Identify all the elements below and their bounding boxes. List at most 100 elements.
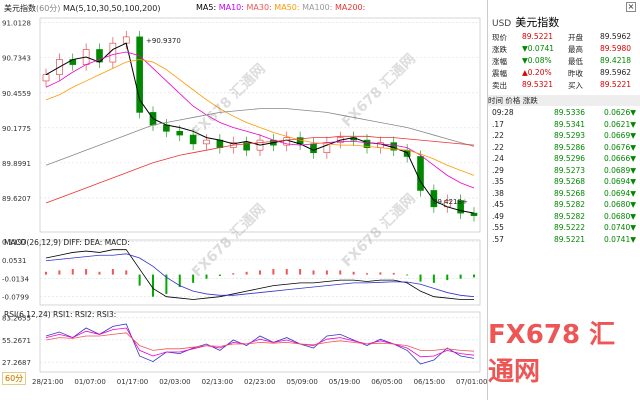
ticks-header: 时间 价格 涨跌	[488, 95, 640, 106]
y-tick-label: 27.2687	[2, 359, 31, 367]
series-line-dea	[45, 253, 475, 298]
tick-cell: .38	[492, 188, 504, 198]
tick-cell: .17	[492, 119, 504, 129]
candle	[457, 200, 464, 214]
tick-cell: 09:28	[492, 108, 514, 117]
x-tick-label: 05/09:00	[286, 378, 317, 386]
tick-cell: 89.5282	[554, 211, 586, 221]
quote-cell: 最低	[568, 57, 583, 66]
quote-row: 涨跌 ▼0.0741 最高 89.5980	[488, 44, 640, 55]
series-line-ma30	[45, 51, 475, 189]
macd-label: MACD(26,12,9) DIFF: DEA: MACD:	[4, 238, 130, 247]
tick-cell: 0.0680▼	[603, 200, 636, 209]
x-tick-label: 02/13:00	[202, 378, 233, 386]
y-tick-label: 90.4559	[2, 90, 31, 98]
x-tick-label: 28/21:00	[32, 378, 63, 386]
brand-logo: FX678 汇通网	[488, 320, 616, 387]
ma-legend-item: MA100:	[302, 3, 335, 12]
y-tick-label: 89.6207	[2, 195, 31, 203]
tick-cell: 89.5222	[554, 223, 586, 232]
tick-cell: 0.0680▼	[603, 211, 636, 221]
tick-cell: 89.5268	[554, 188, 586, 198]
tick-cell: 89.5336	[554, 108, 586, 117]
ma-legend-item: MA5:	[196, 3, 219, 12]
x-tick-label: 07/01:00	[456, 378, 487, 386]
candle	[176, 130, 184, 136]
tick-cell: 0.0626▼	[603, 108, 636, 117]
tick-cell: 89.5341	[554, 119, 586, 129]
quote-cell: ▼0.0741	[522, 44, 555, 53]
quote-cell: 89.5321	[522, 80, 554, 89]
x-tick-label: 01/07:00	[74, 378, 105, 386]
quote-cell: 震幅	[492, 69, 507, 78]
ma-legend-item: MA30:	[246, 3, 275, 12]
quote-cell: ▲0.20%	[522, 68, 552, 77]
chart-title: 美元指数(60分) MA(5,10,30,50,100,200)	[4, 4, 161, 13]
high-marker: +90.9370	[146, 37, 181, 45]
ma-legend-item: MA50:	[274, 3, 303, 12]
y-tick-label: 83.2655	[2, 314, 31, 322]
quote-cell: 现价	[492, 33, 507, 42]
ma-legend-item: MA200:	[334, 3, 366, 12]
tick-row: .49 89.5282 0.0680▼	[488, 212, 640, 223]
candle	[163, 124, 170, 132]
quote-panel: × USD 美元指数 现价 89.5221 开盘 89.5962 涨跌 ▼0.0741 最高 8…	[488, 0, 640, 400]
series-line-rsi1	[45, 323, 475, 365]
tick-cell: .22	[492, 142, 504, 152]
tick-cell: 0.0676▼	[603, 142, 636, 152]
quote-cell: 89.5980	[600, 44, 632, 53]
y-tick-label: -0.0799	[2, 294, 29, 302]
quote-cell: 89.5221	[600, 80, 632, 89]
quote-row: 现价 89.5221 开盘 89.5962	[488, 32, 640, 43]
quote-cell: 买入	[568, 81, 583, 90]
quote-cell: 最高	[568, 45, 583, 54]
tick-cell: 0.0621▼	[603, 119, 636, 129]
tick-row: .22 89.5286 0.0676▼	[488, 143, 640, 154]
pane-frame	[39, 311, 481, 373]
quote-row: 卖出 89.5321 买入 89.5221	[488, 80, 640, 91]
tick-cell: 89.5268	[554, 177, 586, 186]
candle	[243, 142, 250, 151]
candle	[470, 212, 478, 216]
period-badge[interactable]: 60分	[2, 372, 27, 385]
tick-cell: 89.5296	[554, 154, 586, 163]
tick-cell: 0.0740▼	[603, 223, 636, 232]
series-line-rsi2	[45, 327, 475, 358]
quote-cell: 卖出	[492, 81, 507, 90]
x-tick-label: 02/23:00	[244, 378, 275, 386]
tick-cell: .29	[492, 165, 504, 175]
x-tick-label: 05/19:00	[329, 378, 360, 386]
tick-cell: .35	[492, 177, 504, 186]
candle	[122, 36, 130, 44]
tick-cell: 0.0694▼	[603, 188, 636, 198]
y-tick-label: 0.0531	[2, 257, 27, 265]
quote-cell: 涨幅	[492, 57, 507, 66]
series-line-ma100	[45, 108, 475, 166]
y-tick-label: -0.0134	[2, 275, 30, 283]
chart-area: 91.0128 90.7343 90.4559 90.1775 89.8991 89.62…	[2, 0, 488, 400]
series-line-ma50	[45, 59, 475, 176]
tick-cell: 0.0689▼	[603, 165, 636, 175]
tick-cell: 0.0669▼	[603, 131, 636, 140]
x-tick-label: 06/15:00	[414, 378, 445, 386]
rsi-label: RSI(6,12,24) RSI1: RSI2: RSI3:	[4, 310, 117, 319]
quote-cell: 涨跌	[492, 45, 507, 54]
quote-cell: 89.4218	[600, 56, 632, 65]
series-line-ma200	[45, 135, 475, 204]
y-tick-label: 0.1197	[2, 238, 27, 246]
y-tick-label: 55.2671	[2, 337, 31, 345]
y-tick-label: 90.7343	[2, 55, 31, 63]
quote-row: 涨幅 ▼0.08% 最低 89.4218	[488, 56, 640, 67]
pane-frame	[39, 17, 481, 233]
candle	[189, 134, 197, 145]
candle	[363, 139, 371, 148]
close-icon[interactable]: ×	[626, 2, 636, 12]
tick-row: .22 89.5293 0.0669▼	[488, 131, 640, 142]
chart-canvas: 91.0128 90.7343 90.4559 90.1775 89.8991 89.62…	[2, 17, 487, 386]
quote-cell: 89.5221	[522, 32, 554, 41]
tick-row: .57 89.5221 0.0741▼	[488, 235, 640, 246]
quote-row: 震幅 ▲0.20% 昨收 89.5962	[488, 68, 640, 79]
quote-cell: 89.5962	[600, 68, 632, 77]
quote-cell: 昨收	[568, 69, 583, 78]
ma-legend: MA5: MA10: MA30: MA50: MA100: MA200:	[196, 3, 365, 12]
